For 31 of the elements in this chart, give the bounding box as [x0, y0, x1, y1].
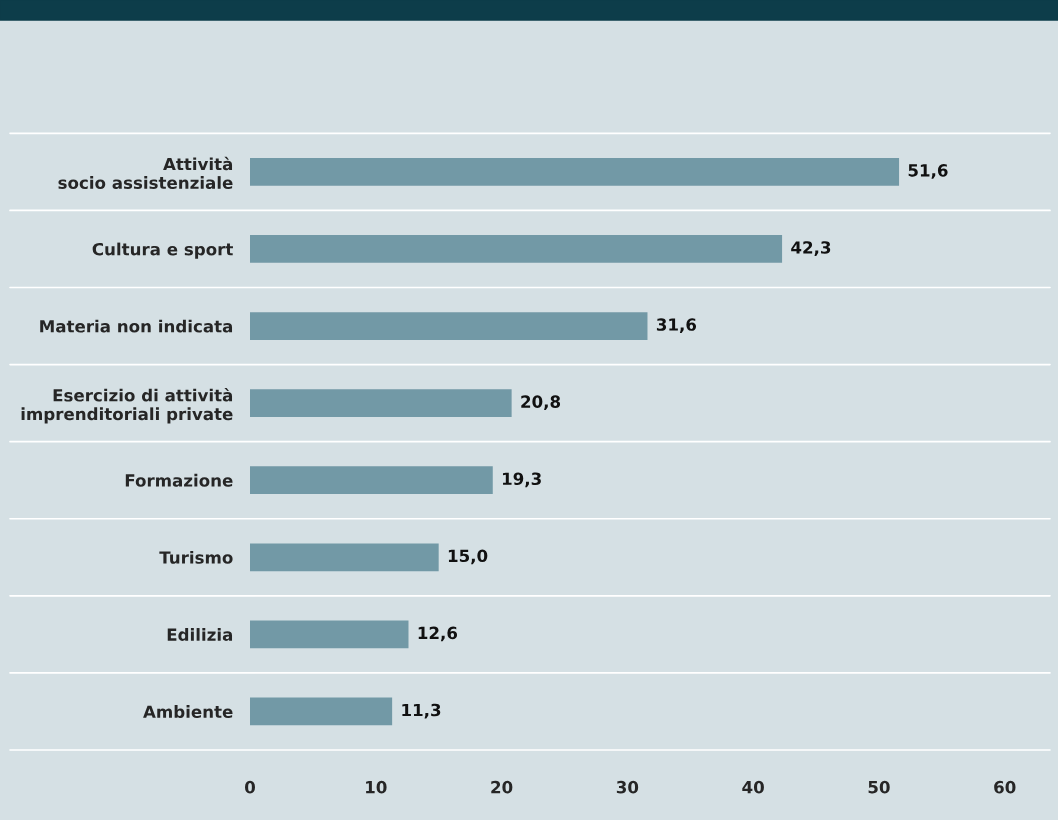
bar — [250, 697, 393, 726]
y-tick-label: Turismo — [159, 550, 233, 564]
bar — [250, 543, 439, 572]
data-label: 11,3 — [402, 703, 441, 719]
x-tick-label: 0 — [245, 780, 255, 794]
data-label: 51,6 — [908, 164, 948, 179]
x-tick-label: 60 — [994, 780, 1016, 794]
bar — [250, 312, 648, 340]
data-label: 19,3 — [502, 472, 541, 488]
bar — [250, 389, 512, 417]
y-tick-label: Materia non indicata — [40, 319, 233, 333]
y-tick-label: Attività socio assistenziale — [58, 156, 233, 190]
data-label: 20,8 — [521, 395, 561, 411]
data-label: 31,6 — [656, 318, 697, 333]
bar — [250, 620, 409, 649]
x-tick-label: 20 — [491, 780, 513, 794]
bar — [250, 235, 783, 263]
data-label: 42,3 — [791, 241, 831, 256]
x-tick-label: 40 — [742, 780, 764, 794]
bar — [250, 466, 493, 495]
data-label: 15,0 — [448, 549, 488, 565]
y-tick-label: Edilizia — [167, 628, 233, 641]
x-tick-label: 10 — [366, 780, 387, 794]
x-tick-label: 30 — [616, 780, 639, 794]
y-tick-label: Formazione — [125, 473, 233, 487]
data-label: 12,6 — [418, 626, 458, 642]
y-tick-label: Ambiente — [143, 705, 233, 719]
y-tick-label: Esercizio di attività imprenditoriali private — [21, 388, 233, 424]
bar — [250, 157, 900, 186]
x-tick-label: 50 — [868, 780, 890, 794]
y-tick-label: Cultura e sport — [92, 242, 233, 259]
